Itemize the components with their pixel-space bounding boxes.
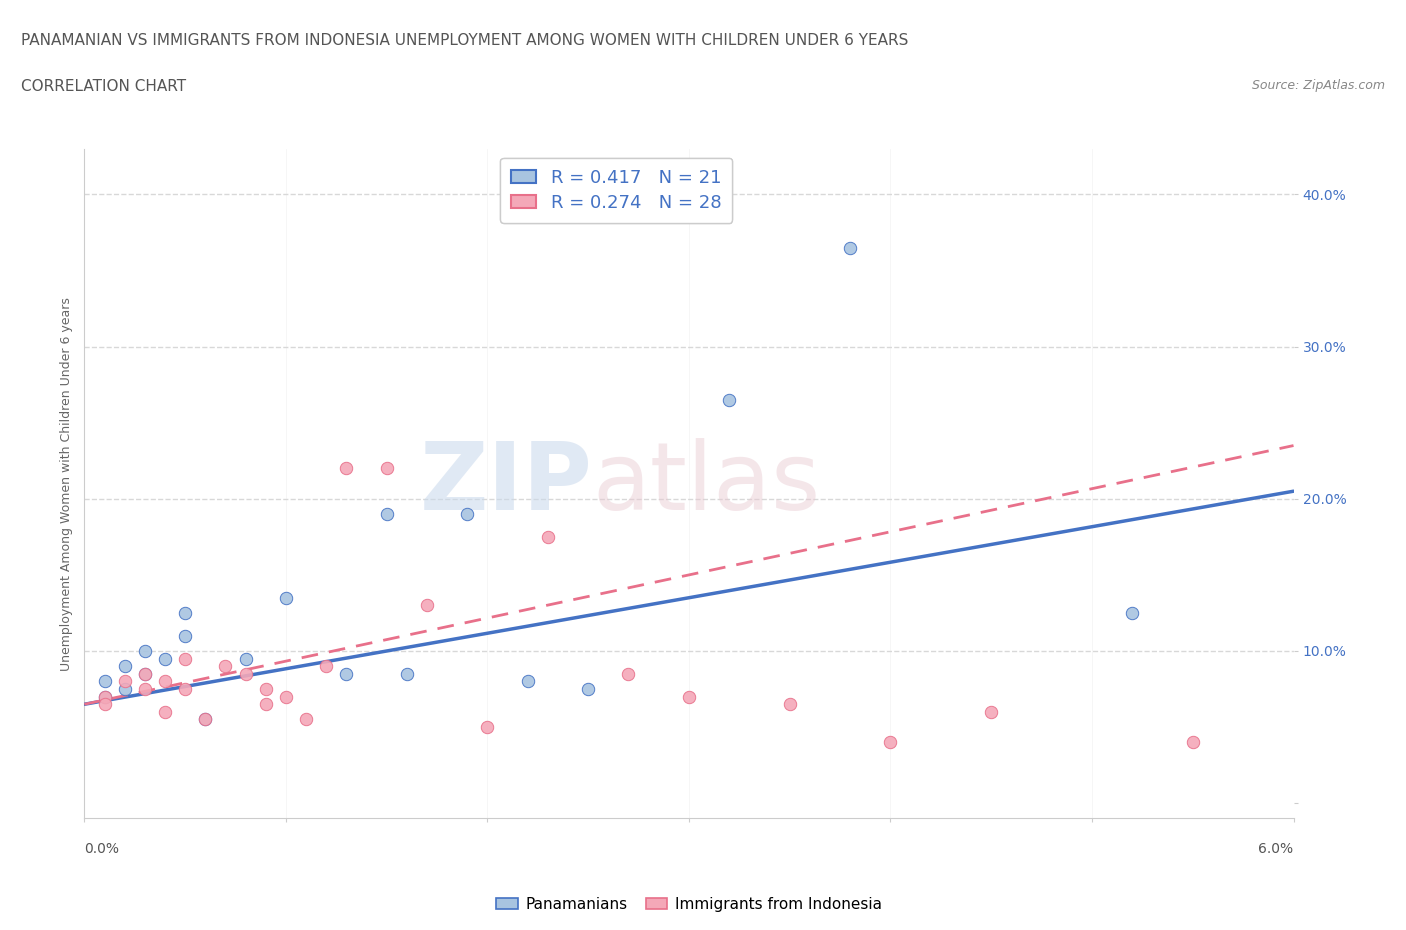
Point: [315, 658, 337, 673]
Point: [194, 712, 217, 727]
Legend: R = 0.417   N = 21, R = 0.274   N = 28: R = 0.417 N = 21, R = 0.274 N = 28: [501, 158, 733, 222]
Point: [174, 682, 197, 697]
Point: [134, 644, 156, 658]
Point: [839, 240, 862, 255]
Point: [114, 674, 136, 689]
Point: [134, 667, 156, 682]
Point: [980, 704, 1002, 719]
Point: [678, 689, 700, 704]
Point: [93, 674, 115, 689]
Text: CORRELATION CHART: CORRELATION CHART: [21, 79, 186, 94]
Point: [274, 689, 297, 704]
Point: [254, 697, 277, 711]
Point: [93, 689, 115, 704]
Point: [174, 651, 197, 666]
Text: atlas: atlas: [592, 438, 821, 529]
Point: [235, 651, 257, 666]
Point: [1121, 605, 1143, 620]
Point: [779, 697, 801, 711]
Point: [174, 629, 197, 644]
Point: [416, 598, 439, 613]
Point: [235, 667, 257, 682]
Text: 0.0%: 0.0%: [84, 842, 120, 856]
Point: [477, 720, 499, 735]
Point: [114, 682, 136, 697]
Point: [214, 658, 236, 673]
Point: [134, 682, 156, 697]
Point: [335, 461, 357, 476]
Point: [718, 392, 741, 407]
Text: PANAMANIAN VS IMMIGRANTS FROM INDONESIA UNEMPLOYMENT AMONG WOMEN WITH CHILDREN U: PANAMANIAN VS IMMIGRANTS FROM INDONESIA …: [21, 33, 908, 47]
Text: ZIP: ZIP: [419, 438, 592, 529]
Point: [93, 697, 115, 711]
Point: [456, 507, 478, 522]
Point: [114, 658, 136, 673]
Point: [375, 507, 398, 522]
Legend: Panamanians, Immigrants from Indonesia: Panamanians, Immigrants from Indonesia: [491, 891, 887, 918]
Point: [576, 682, 599, 697]
Point: [153, 674, 176, 689]
Point: [295, 712, 318, 727]
Point: [335, 667, 357, 682]
Point: [93, 689, 115, 704]
Point: [375, 461, 398, 476]
Point: [134, 667, 156, 682]
Point: [174, 605, 197, 620]
Point: [516, 674, 538, 689]
Point: [194, 712, 217, 727]
Point: [153, 704, 176, 719]
Point: [274, 591, 297, 605]
Point: [254, 682, 277, 697]
Point: [153, 651, 176, 666]
Point: [879, 735, 901, 750]
Y-axis label: Unemployment Among Women with Children Under 6 years: Unemployment Among Women with Children U…: [60, 297, 73, 671]
Text: Source: ZipAtlas.com: Source: ZipAtlas.com: [1251, 79, 1385, 92]
Point: [537, 529, 560, 544]
Point: [617, 667, 640, 682]
Text: 6.0%: 6.0%: [1258, 842, 1294, 856]
Point: [395, 667, 418, 682]
Point: [1181, 735, 1204, 750]
